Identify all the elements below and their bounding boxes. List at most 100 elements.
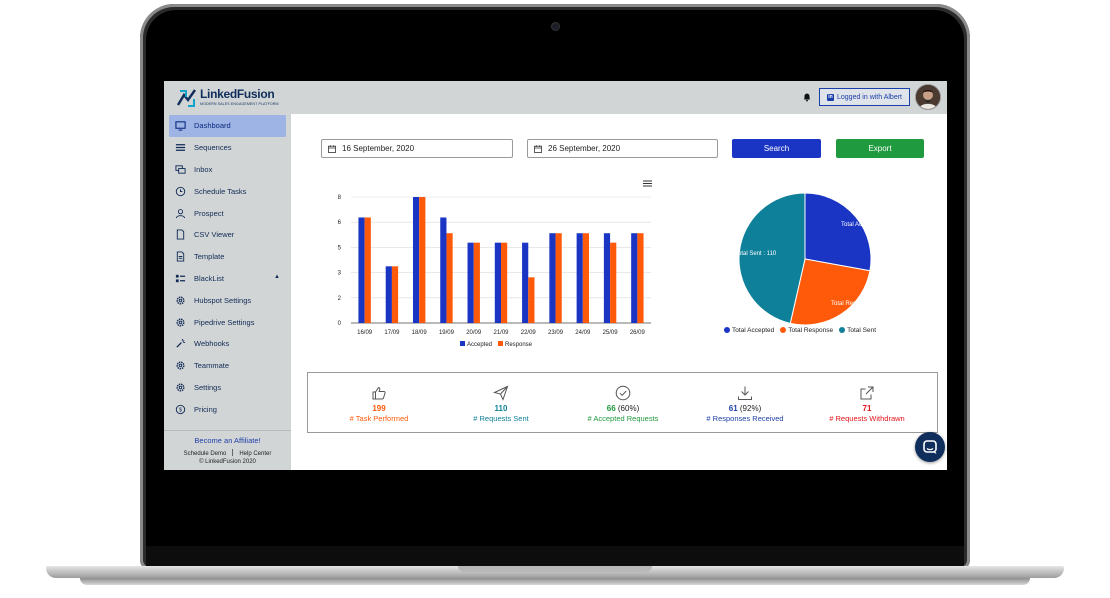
sidebar-item-template[interactable]: Template: [169, 246, 286, 268]
search-button[interactable]: Search: [732, 139, 821, 158]
sidebar-item-label: Webhooks: [194, 339, 230, 349]
sidebar: LinkedFusion MODERN SALES ENGAGEMENT PLA…: [164, 81, 291, 470]
y-tick-label: 6: [338, 220, 342, 226]
logo[interactable]: LinkedFusion MODERN SALES ENGAGEMENT PLA…: [176, 85, 286, 111]
sidebar-item-dashboard[interactable]: Dashboard: [169, 115, 286, 137]
legend-label: Response: [505, 342, 533, 348]
sidebar-item-label: Prospect: [194, 208, 224, 218]
stat-label: # Accepted Requests: [587, 414, 659, 423]
copyright: © LinkedFusion 2020: [199, 459, 256, 465]
logged-in-label: Logged in with Albert: [837, 93, 902, 101]
gear-icon: [176, 383, 185, 392]
stat-value: 110: [438, 404, 564, 413]
paper-plane-icon: [493, 385, 509, 401]
sidebar-item-inbox[interactable]: Inbox: [169, 159, 286, 181]
bar-accepted: [494, 242, 501, 323]
pie-data-label: Total Accepted : 66: [841, 222, 885, 228]
bar-response: [419, 197, 426, 323]
bar-accepted: [549, 233, 556, 323]
sidebar-item-blacklist[interactable]: BlackList ▲: [169, 268, 286, 290]
bell-icon[interactable]: [802, 92, 812, 102]
list-icon: [175, 144, 186, 152]
stat-value: 71: [804, 404, 930, 413]
chat-icon: [175, 165, 186, 174]
sidebar-item-prospect[interactable]: Prospect: [169, 202, 286, 224]
bar-response: [610, 242, 617, 323]
pie-chart: Total Accepted : 66 Total Response : 61 To…: [735, 192, 885, 326]
pie-data-label: Total Sent : 110: [735, 251, 777, 257]
bar-response: [446, 233, 453, 323]
x-tick-label: 19/09: [439, 330, 455, 336]
laptop-base: [46, 566, 1064, 578]
team-icon: [176, 361, 185, 370]
y-tick-label: 3: [338, 271, 342, 277]
legend-dot: [839, 327, 846, 333]
legend-total-sent[interactable]: Total Sent: [839, 327, 876, 334]
pie-slice-total-accepted: [804, 192, 872, 272]
logged-in-button[interactable]: in Logged in with Albert: [819, 88, 910, 106]
bar-response: [637, 233, 644, 323]
y-tick-label: 0: [338, 321, 342, 327]
sidebar-item-settings[interactable]: Settings: [169, 377, 286, 399]
laptop-foot: [80, 578, 1030, 585]
export-button[interactable]: Export: [836, 139, 924, 158]
sidebar-item-csv-viewer[interactable]: CSV Viewer: [169, 224, 286, 246]
avatar[interactable]: [915, 84, 941, 110]
stat-number: 66: [606, 404, 616, 413]
sidebar-item-schedule-tasks[interactable]: Schedule Tasks: [169, 180, 286, 202]
stat-number: 61: [728, 404, 738, 413]
dollar-icon: $: [175, 404, 186, 414]
sidebar-item-label: CSV Viewer: [194, 230, 235, 240]
affiliate-link[interactable]: Become an Affiliate!: [194, 436, 261, 445]
legend-total-response[interactable]: Total Response: [780, 327, 833, 334]
help-center-link[interactable]: Help Center: [239, 451, 272, 457]
sidebar-item-webhooks[interactable]: Webhooks: [169, 333, 286, 355]
x-tick-label: 17/09: [384, 330, 400, 336]
bar-accepted: [603, 233, 611, 323]
x-tick-label: 16/09: [357, 330, 373, 336]
y-tick-label: 8: [338, 195, 342, 201]
clock-icon: [175, 186, 186, 196]
legend-swatch: [498, 341, 503, 346]
chart-menu-icon[interactable]: [643, 180, 652, 187]
sidebar-item-pipedrive-settings[interactable]: Pipedrive Settings: [169, 311, 286, 333]
sidebar-item-teammate[interactable]: Teammate: [169, 355, 286, 377]
legend-swatch: [460, 341, 465, 346]
calendar-icon: [534, 144, 542, 153]
pie-slice-total-sent: [738, 192, 806, 324]
chat-button[interactable]: [915, 432, 945, 462]
stat-percent: (60%): [617, 404, 640, 413]
sidebar-item-sequences[interactable]: Sequences: [169, 137, 286, 159]
legend-total-accepted[interactable]: Total Accepted: [724, 327, 774, 334]
bar-response: [391, 266, 399, 323]
bar-accepted: [631, 233, 638, 323]
bar-response: [501, 242, 508, 323]
sidebar-footer: Become an Affiliate! Schedule Demo Help C…: [164, 430, 291, 470]
bar-response: [473, 242, 480, 323]
schedule-demo-link[interactable]: Schedule Demo: [183, 451, 227, 457]
linkedin-icon: in: [827, 93, 834, 101]
sidebar-item-label: Template: [194, 252, 225, 262]
sidebar-item-pricing[interactable]: $ Pricing: [169, 398, 286, 420]
external-link-icon: [860, 386, 874, 400]
sidebar-item-hubspot-settings[interactable]: Hubspot Settings: [169, 289, 286, 311]
stat-percent: (92%): [739, 404, 762, 413]
end-date-input[interactable]: 26 September, 2020: [527, 139, 718, 158]
x-tick-label: 20/09: [466, 330, 482, 336]
bar-chart: 0 2 3 5 6 8 16/09 17/09 18/09 19/09 20/09 21/09 22/0…: [338, 195, 651, 348]
chevron-up-icon[interactable]: ▲: [274, 273, 280, 280]
x-tick-label: 18/09: [412, 330, 428, 336]
start-date-input[interactable]: 16 September, 2020: [321, 139, 513, 158]
monitor-icon: [175, 121, 186, 132]
x-tick-label: 22/09: [521, 330, 537, 336]
sidebar-item-label: Pricing: [194, 404, 217, 414]
thumbs-up-icon: [372, 386, 386, 400]
bar-response: [555, 233, 562, 323]
stat-requests-sent: 110 # Requests Sent: [438, 373, 564, 434]
logo-mark-icon: [176, 89, 196, 107]
sidebar-item-label: Sequences: [194, 143, 232, 153]
template-icon: [176, 251, 185, 262]
sidebar-item-label: Pipedrive Settings: [194, 317, 255, 327]
stat-task-performed: 199 # Task Performed: [316, 373, 442, 434]
x-tick-label: 21/09: [493, 330, 509, 336]
